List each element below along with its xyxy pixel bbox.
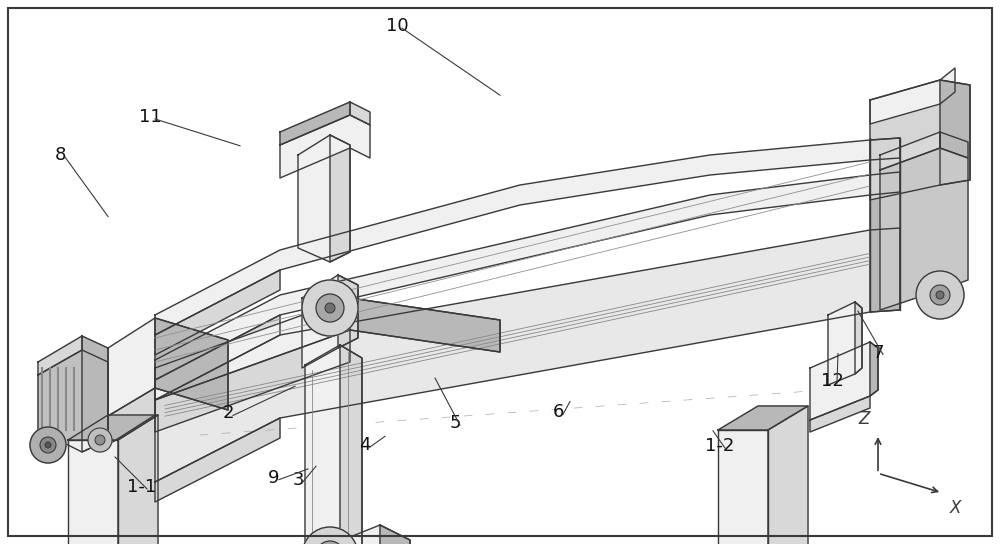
Polygon shape bbox=[870, 80, 970, 200]
Polygon shape bbox=[38, 336, 82, 375]
Circle shape bbox=[316, 541, 344, 544]
Polygon shape bbox=[338, 275, 358, 348]
Polygon shape bbox=[880, 132, 940, 170]
Polygon shape bbox=[155, 298, 500, 400]
Text: 3: 3 bbox=[292, 471, 304, 489]
Circle shape bbox=[302, 280, 358, 336]
Circle shape bbox=[936, 291, 944, 299]
Polygon shape bbox=[870, 138, 900, 312]
Text: 1-2: 1-2 bbox=[705, 437, 735, 455]
Circle shape bbox=[88, 428, 112, 452]
Polygon shape bbox=[718, 430, 768, 544]
Polygon shape bbox=[350, 102, 370, 125]
Text: X: X bbox=[950, 499, 961, 517]
Polygon shape bbox=[155, 172, 900, 380]
Circle shape bbox=[316, 541, 344, 544]
Polygon shape bbox=[855, 302, 862, 374]
Circle shape bbox=[325, 303, 335, 313]
Polygon shape bbox=[280, 115, 370, 178]
Polygon shape bbox=[940, 80, 970, 185]
Text: 11: 11 bbox=[139, 108, 161, 126]
Text: 9: 9 bbox=[268, 468, 280, 487]
Polygon shape bbox=[302, 275, 358, 368]
Circle shape bbox=[40, 437, 56, 453]
Polygon shape bbox=[340, 345, 362, 544]
Circle shape bbox=[316, 294, 344, 322]
Text: 12: 12 bbox=[821, 372, 843, 390]
Polygon shape bbox=[108, 318, 228, 416]
Circle shape bbox=[95, 435, 105, 445]
Polygon shape bbox=[118, 415, 158, 544]
Circle shape bbox=[936, 291, 944, 299]
Text: 8: 8 bbox=[54, 146, 66, 164]
Text: 6: 6 bbox=[552, 403, 564, 422]
Polygon shape bbox=[305, 345, 362, 544]
Polygon shape bbox=[38, 350, 108, 452]
Polygon shape bbox=[155, 315, 280, 400]
Polygon shape bbox=[155, 318, 228, 410]
Polygon shape bbox=[870, 68, 955, 124]
Circle shape bbox=[930, 285, 950, 305]
Circle shape bbox=[45, 442, 51, 448]
Circle shape bbox=[45, 442, 51, 448]
Polygon shape bbox=[68, 415, 158, 440]
Polygon shape bbox=[280, 525, 410, 544]
Polygon shape bbox=[155, 228, 900, 482]
Polygon shape bbox=[350, 298, 500, 352]
Text: 1-1: 1-1 bbox=[127, 478, 157, 496]
Polygon shape bbox=[380, 525, 410, 544]
Circle shape bbox=[930, 285, 950, 305]
Polygon shape bbox=[82, 336, 108, 452]
Circle shape bbox=[916, 271, 964, 319]
Text: 2: 2 bbox=[222, 404, 234, 423]
Polygon shape bbox=[155, 138, 900, 335]
Polygon shape bbox=[298, 135, 350, 262]
Circle shape bbox=[316, 294, 344, 322]
Polygon shape bbox=[828, 302, 862, 385]
Circle shape bbox=[302, 527, 358, 544]
Polygon shape bbox=[810, 396, 870, 432]
Polygon shape bbox=[870, 342, 878, 396]
Polygon shape bbox=[810, 342, 878, 420]
Polygon shape bbox=[155, 418, 280, 502]
Polygon shape bbox=[155, 270, 280, 355]
Polygon shape bbox=[880, 148, 968, 310]
Circle shape bbox=[916, 271, 964, 319]
Circle shape bbox=[30, 427, 66, 463]
Circle shape bbox=[302, 527, 358, 544]
Text: Z: Z bbox=[859, 410, 870, 428]
Circle shape bbox=[325, 303, 335, 313]
Circle shape bbox=[88, 428, 112, 452]
Polygon shape bbox=[330, 135, 350, 262]
Circle shape bbox=[302, 280, 358, 336]
Polygon shape bbox=[155, 330, 350, 432]
Polygon shape bbox=[108, 388, 155, 445]
Text: 7: 7 bbox=[872, 343, 884, 362]
Polygon shape bbox=[280, 102, 350, 145]
Circle shape bbox=[40, 437, 56, 453]
Polygon shape bbox=[940, 132, 968, 158]
Polygon shape bbox=[718, 406, 808, 430]
Polygon shape bbox=[68, 440, 118, 544]
Text: 5: 5 bbox=[449, 414, 461, 432]
Circle shape bbox=[95, 435, 105, 445]
Text: 10: 10 bbox=[386, 17, 408, 35]
Polygon shape bbox=[768, 406, 808, 544]
Circle shape bbox=[30, 427, 66, 463]
Text: 4: 4 bbox=[359, 436, 371, 454]
